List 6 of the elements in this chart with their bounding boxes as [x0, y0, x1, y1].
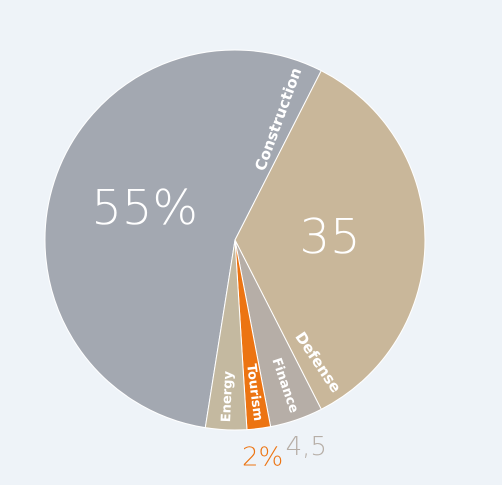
data-label: 2% [242, 442, 284, 472]
data-label: 35 [299, 209, 361, 266]
slice-label: Tourism [243, 362, 266, 422]
slice-label: Energy [218, 370, 236, 423]
data-label: 55% [91, 180, 198, 236]
data-label: 4,5 [286, 432, 327, 462]
